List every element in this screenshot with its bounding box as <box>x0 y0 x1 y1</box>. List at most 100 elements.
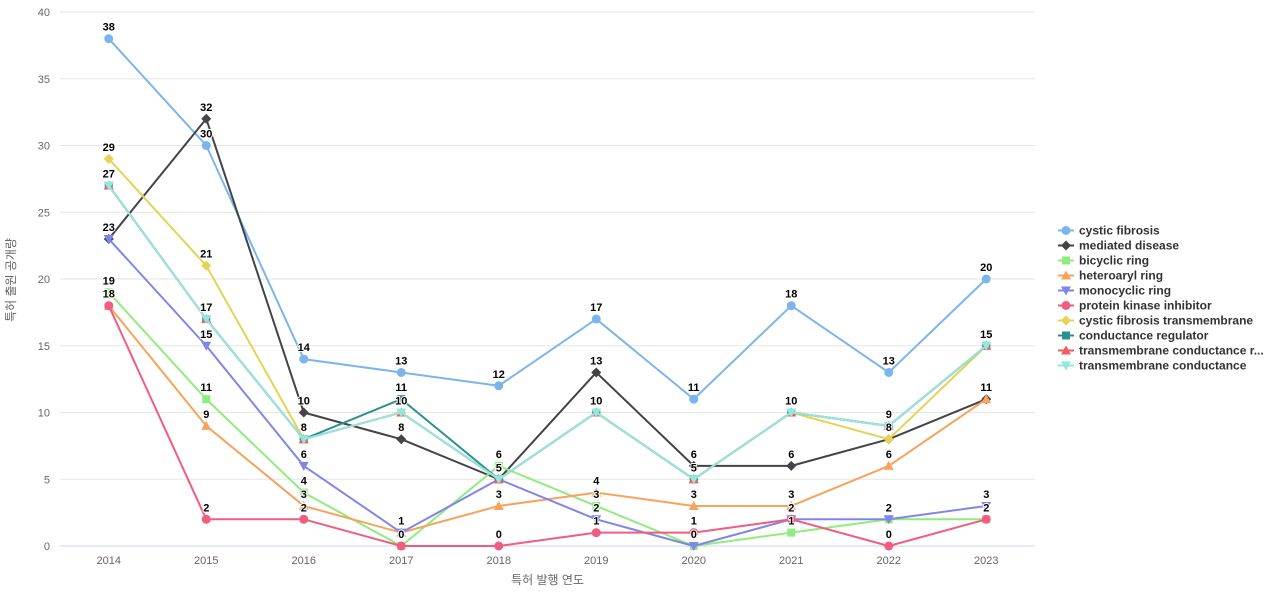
data-point-marker-protein-kinase-inhibitor-2022[interactable] <box>884 541 894 551</box>
data-point-marker-protein-kinase-inhibitor-2021[interactable] <box>786 514 796 524</box>
y-axis-tick-label: 35 <box>38 74 50 86</box>
data-point-marker-transmembrane-conductance-2022[interactable] <box>883 421 894 431</box>
data-point-marker-conductance-regulator-2017[interactable] <box>397 395 406 404</box>
data-point-marker-protein-kinase-inhibitor-2015[interactable] <box>201 514 211 524</box>
legend-item-mediated-disease[interactable]: mediated disease <box>1058 239 1179 253</box>
data-point-marker-bicyclic-ring-2019[interactable] <box>592 501 601 510</box>
data-point-marker-protein-kinase-inhibitor-2020[interactable] <box>689 528 699 538</box>
data-point-marker-heteroaryl-ring-2021[interactable] <box>786 500 797 510</box>
data-point-marker-cystic-fibrosis-2014[interactable] <box>104 34 114 44</box>
data-point-marker-heteroaryl-ring-2022[interactable] <box>883 460 894 470</box>
data-point-label: 10 <box>590 396 602 408</box>
legend-item-transmembrane-conductance-r[interactable]: transmembrane conductance r... <box>1058 344 1264 358</box>
legend-item-cystic-fibrosis-transmembrane[interactable]: cystic fibrosis transmembrane <box>1058 314 1253 328</box>
data-point-label: 10 <box>395 396 407 408</box>
data-point-marker-cystic-fibrosis-transmembrane-2022[interactable] <box>883 434 894 445</box>
data-point-label: 11 <box>395 382 407 394</box>
data-point-marker-heteroaryl-ring-2018[interactable] <box>493 500 504 510</box>
legend-item-monocyclic-ring[interactable]: monocyclic ring <box>1058 284 1171 298</box>
legend-item-label: monocyclic ring <box>1079 284 1171 298</box>
data-point-marker-monocyclic-ring-2022[interactable] <box>883 515 894 525</box>
series-cystic-fibrosis-transmembrane <box>103 153 992 485</box>
data-point-marker-cystic-fibrosis-2018[interactable] <box>494 381 504 391</box>
data-point-marker-transmembrane-conductance-2023[interactable] <box>981 341 992 351</box>
legend-marker-triangle-icon[interactable] <box>1061 345 1071 355</box>
legend-item-conductance-regulator[interactable]: conductance regulator <box>1058 329 1209 343</box>
legend-item-protein-kinase-inhibitor[interactable]: protein kinase inhibitor <box>1058 299 1212 313</box>
data-point-marker-transmembrane-conductance-2015[interactable] <box>201 315 212 325</box>
data-point-marker-monocyclic-ring-2017[interactable] <box>396 528 407 538</box>
data-point-marker-transmembrane-conductance-2018[interactable] <box>493 475 504 485</box>
data-point-marker-bicyclic-ring-2016[interactable] <box>299 488 308 497</box>
data-point-marker-monocyclic-ring-2020[interactable] <box>688 542 699 551</box>
data-point-marker-transmembrane-conductance-2020[interactable] <box>688 475 699 485</box>
data-point-marker-transmembrane-conductance-2014[interactable] <box>103 181 114 191</box>
data-point-label: 11 <box>980 382 992 394</box>
data-point-marker-cystic-fibrosis-2016[interactable] <box>299 354 309 364</box>
data-point-label: 17 <box>200 302 212 314</box>
data-point-marker-cystic-fibrosis-2019[interactable] <box>591 314 601 324</box>
legend-item-cystic-fibrosis[interactable]: cystic fibrosis <box>1058 224 1160 238</box>
data-point-marker-heteroaryl-ring-2015[interactable] <box>201 420 212 430</box>
legend-marker-diamond-icon[interactable] <box>1061 315 1071 326</box>
data-point-label: 8 <box>886 422 892 434</box>
data-point-marker-mediated-disease-2016[interactable] <box>298 407 309 418</box>
x-axis-tick-label: 2019 <box>584 555 608 567</box>
data-point-label: 2 <box>983 502 989 514</box>
data-point-marker-monocyclic-ring-2023[interactable] <box>981 501 992 511</box>
legend-marker-circle-icon[interactable] <box>1061 226 1071 235</box>
legend-marker-diamond-icon[interactable] <box>1061 240 1071 251</box>
data-point-marker-cystic-fibrosis-2020[interactable] <box>689 394 699 404</box>
legend-marker-triangle-down-icon[interactable] <box>1061 361 1071 371</box>
data-point-marker-protein-kinase-inhibitor-2018[interactable] <box>494 541 504 551</box>
legend-item-label: conductance regulator <box>1079 329 1209 343</box>
legend-marker-square-icon[interactable] <box>1062 331 1070 340</box>
data-point-marker-mediated-disease-2015[interactable] <box>201 113 212 124</box>
data-point-marker-protein-kinase-inhibitor-2016[interactable] <box>299 514 309 524</box>
data-point-marker-protein-kinase-inhibitor-2019[interactable] <box>591 528 601 538</box>
data-point-marker-mediated-disease-2021[interactable] <box>786 460 797 471</box>
data-point-marker-bicyclic-ring-2014[interactable] <box>104 288 113 297</box>
data-point-marker-heteroaryl-ring-2020[interactable] <box>688 500 699 510</box>
x-axis-tick-label: 2021 <box>779 555 803 567</box>
data-point-marker-cystic-fibrosis-transmembrane-2015[interactable] <box>201 260 212 271</box>
data-point-marker-cystic-fibrosis-2022[interactable] <box>884 367 894 377</box>
data-point-marker-transmembrane-conductance-2021[interactable] <box>786 408 797 418</box>
data-point-marker-transmembrane-conductance-2019[interactable] <box>591 408 602 418</box>
data-point-marker-protein-kinase-inhibitor-2017[interactable] <box>396 541 406 551</box>
data-point-label: 3 <box>496 489 502 501</box>
legend-item-bicyclic-ring[interactable]: bicyclic ring <box>1058 254 1149 268</box>
data-point-marker-mediated-disease-2020[interactable] <box>688 460 699 471</box>
data-point-marker-protein-kinase-inhibitor-2014[interactable] <box>104 301 114 311</box>
data-point-label: 6 <box>691 449 697 461</box>
data-point-marker-monocyclic-ring-2015[interactable] <box>201 341 212 351</box>
data-point-marker-heteroaryl-ring-2016[interactable] <box>298 500 309 510</box>
data-point-marker-transmembrane-conductance-2017[interactable] <box>396 408 407 418</box>
data-point-marker-mediated-disease-2019[interactable] <box>591 367 602 378</box>
data-point-marker-cystic-fibrosis-2015[interactable] <box>201 141 211 150</box>
data-point-marker-monocyclic-ring-2016[interactable] <box>298 461 309 471</box>
data-point-marker-cystic-fibrosis-2021[interactable] <box>786 301 796 311</box>
data-point-marker-cystic-fibrosis-2017[interactable] <box>396 367 406 377</box>
legend-item-heteroaryl-ring[interactable]: heteroaryl ring <box>1058 269 1163 283</box>
legend-marker-triangle-icon[interactable] <box>1061 270 1071 280</box>
data-point-marker-monocyclic-ring-2019[interactable] <box>591 515 602 525</box>
legend-marker-circle-icon[interactable] <box>1061 301 1071 310</box>
data-point-marker-bicyclic-ring-2015[interactable] <box>202 395 211 404</box>
data-point-marker-cystic-fibrosis-transmembrane-2014[interactable] <box>103 153 114 164</box>
data-point-marker-protein-kinase-inhibitor-2023[interactable] <box>981 514 991 524</box>
legend-item-transmembrane-conductance[interactable]: transmembrane conductance <box>1058 359 1247 373</box>
data-point-label: 0 <box>886 529 892 541</box>
data-point-marker-bicyclic-ring-2021[interactable] <box>787 528 796 537</box>
data-point-marker-heteroaryl-ring-2019[interactable] <box>591 487 602 497</box>
y-axis-tick-label: 5 <box>44 474 50 486</box>
data-point-marker-bicyclic-ring-2018[interactable] <box>494 461 503 470</box>
data-point-marker-cystic-fibrosis-2023[interactable] <box>981 274 991 284</box>
legend-marker-triangle-down-icon[interactable] <box>1061 286 1071 296</box>
data-point-marker-monocyclic-ring-2014[interactable] <box>103 234 114 244</box>
data-point-marker-mediated-disease-2017[interactable] <box>396 434 407 445</box>
data-point-marker-heteroaryl-ring-2023[interactable] <box>981 394 992 404</box>
legend-marker-square-icon[interactable] <box>1062 256 1070 265</box>
data-point-marker-transmembrane-conductance-2016[interactable] <box>298 435 309 445</box>
